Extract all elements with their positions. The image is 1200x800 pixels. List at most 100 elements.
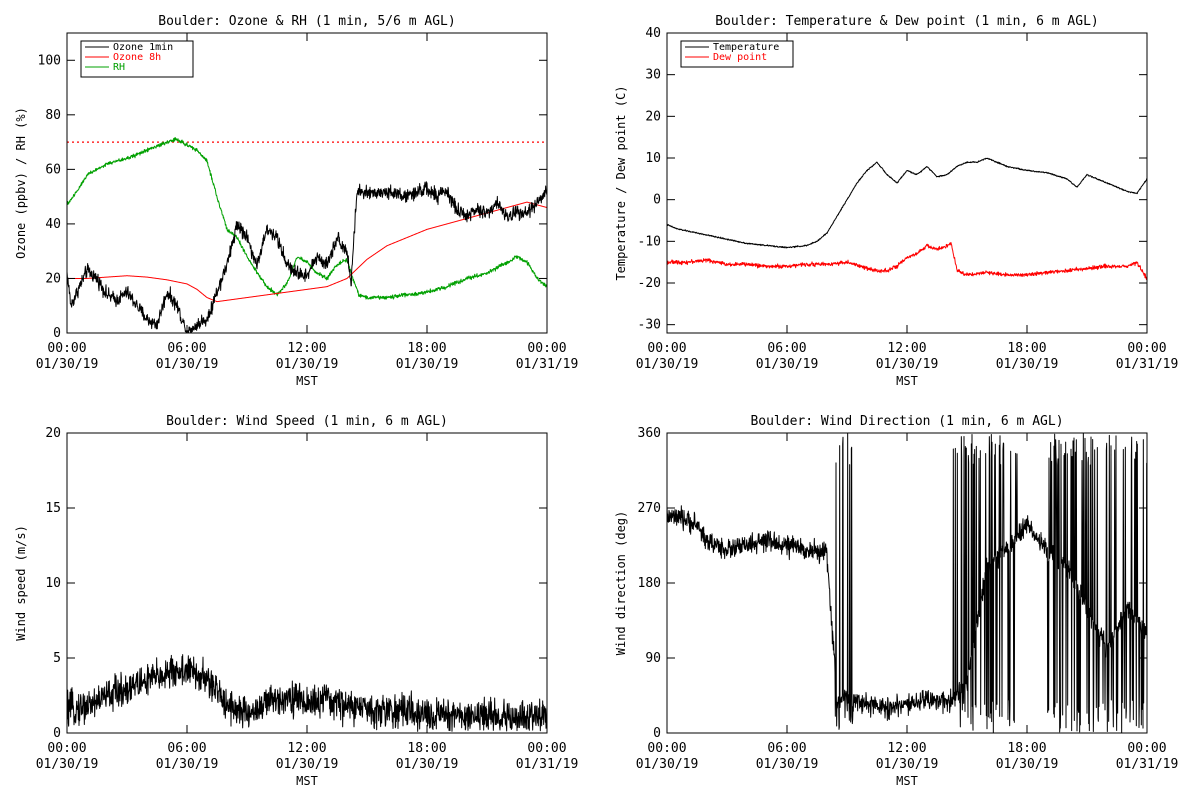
y-tick-label: 0 [653,726,661,741]
x-tick-date-label: 01/31/19 [516,757,579,772]
plot-area [67,137,547,333]
chart-title: Boulder: Ozone & RH (1 min, 5/6 m AGL) [158,14,455,29]
x-tick-date-label: 01/30/19 [36,757,99,772]
y-tick-label: 0 [53,726,61,741]
x-tick-date-label: 01/30/19 [636,357,699,372]
axes-frame [666,32,1148,334]
x-tick-label: 06:00 [767,741,806,756]
x-tick-date-label: 01/30/19 [396,757,459,772]
x-tick-date-label: 01/31/19 [1116,757,1179,772]
y-axis-label: Wind speed (m/s) [14,525,28,641]
x-tick-date-label: 01/31/19 [516,357,579,372]
x-axis-label: MST [296,374,318,388]
y-tick-label: 30 [645,68,661,83]
x-axis-label: MST [896,774,918,788]
x-tick-date-label: 01/30/19 [156,757,219,772]
x-tick-date-label: 01/30/19 [996,757,1059,772]
x-tick-date-label: 01/30/19 [276,757,339,772]
y-tick-label: 20 [45,426,61,441]
chart-title: Boulder: Wind Direction (1 min, 6 m AGL) [750,414,1063,429]
chart-wind-speed: Boulder: Wind Speed (1 min, 6 m AGL) 0 5 10… [14,414,578,788]
chart-ozone: Boulder: Ozone & RH (1 min, 5/6 m AGL) 0 2… [14,14,578,388]
x-tick-date-label: 01/31/19 [1116,357,1179,372]
x-tick-label: 12:00 [887,741,926,756]
series-line-dew-point [667,242,1147,281]
x-tick-label: 06:00 [767,341,806,356]
y-axis-label: Wind direction (deg) [614,511,628,656]
y-tick-label: 40 [45,217,61,232]
x-tick-label: 00:00 [47,341,86,356]
y-axis-label: Ozone (ppbv) / RH (%) [14,107,28,259]
y-tick-label: 15 [45,501,61,516]
y-tick-label: -10 [638,234,661,249]
y-tick-label: 100 [38,53,61,68]
x-tick-date-label: 01/30/19 [876,357,939,372]
plot-area [667,433,1147,733]
x-tick-date-label: 01/30/19 [876,757,939,772]
chart-title: Boulder: Wind Speed (1 min, 6 m AGL) [166,414,448,429]
y-tick-label: 20 [45,271,61,286]
legend-label: Ozone 8h [113,52,161,63]
legend [680,40,794,68]
legend-label: Ozone 1min [113,42,173,53]
y-tick-label: 270 [638,501,661,516]
y-tick-label: -20 [638,276,661,291]
x-tick-label: 00:00 [647,341,686,356]
plot-area [667,157,1147,281]
x-tick-label: 18:00 [1007,341,1046,356]
y-tick-label: 40 [645,26,661,41]
x-tick-label: 18:00 [407,341,446,356]
x-axis-label: MST [896,374,918,388]
x-tick-label: 18:00 [407,741,446,756]
x-axis-label: MST [296,774,318,788]
x-tick-label: 00:00 [527,341,566,356]
x-tick-label: 12:00 [887,341,926,356]
x-tick-date-label: 01/30/19 [756,757,819,772]
y-tick-label: 180 [638,576,661,591]
chart-wind-direction: Boulder: Wind Direction (1 min, 6 m AGL)… [614,414,1178,788]
chart-temperature: Boulder: Temperature & Dew point (1 min,… [614,14,1178,388]
axes-frame [66,32,548,334]
series-line-ozone-1min [67,181,547,333]
plot-area [67,654,547,732]
y-tick-label: 60 [45,162,61,177]
series-line-rh [67,137,547,300]
series-line-ozone-8h [67,201,547,303]
y-tick-label: 10 [45,576,61,591]
legend-label: Temperature [713,42,779,53]
x-tick-label: 06:00 [167,341,206,356]
x-tick-date-label: 01/30/19 [996,357,1059,372]
x-tick-date-label: 01/30/19 [636,757,699,772]
x-tick-label: 00:00 [47,741,86,756]
y-tick-label: -30 [638,318,661,333]
y-axis-label: Temperature / Dew point (C) [614,85,628,280]
y-tick-label: 90 [645,651,661,666]
x-tick-date-label: 01/30/19 [156,357,219,372]
x-tick-label: 12:00 [287,741,326,756]
y-tick-label: 10 [645,151,661,166]
y-tick-label: 0 [653,193,661,208]
y-tick-label: 0 [53,326,61,341]
series-line-temperature [667,157,1147,249]
chart-title: Boulder: Temperature & Dew point (1 min,… [715,14,1099,29]
legend-label: Dew point [713,52,767,63]
y-tick-label: 5 [53,651,61,666]
x-tick-label: 00:00 [527,741,566,756]
y-tick-label: 20 [645,109,661,124]
x-tick-date-label: 01/30/19 [396,357,459,372]
legend-label: RH [113,62,125,73]
x-tick-date-label: 01/30/19 [276,357,339,372]
x-tick-date-label: 01/30/19 [756,357,819,372]
series-line-wind-direction [667,433,1147,733]
x-tick-label: 18:00 [1007,741,1046,756]
series-line-wind-speed [67,654,547,732]
y-tick-label: 80 [45,108,61,123]
x-tick-label: 00:00 [1127,341,1166,356]
x-tick-label: 00:00 [647,741,686,756]
x-tick-label: 06:00 [167,741,206,756]
y-tick-label: 360 [638,426,661,441]
x-tick-label: 00:00 [1127,741,1166,756]
x-tick-date-label: 01/30/19 [36,357,99,372]
x-tick-label: 12:00 [287,341,326,356]
